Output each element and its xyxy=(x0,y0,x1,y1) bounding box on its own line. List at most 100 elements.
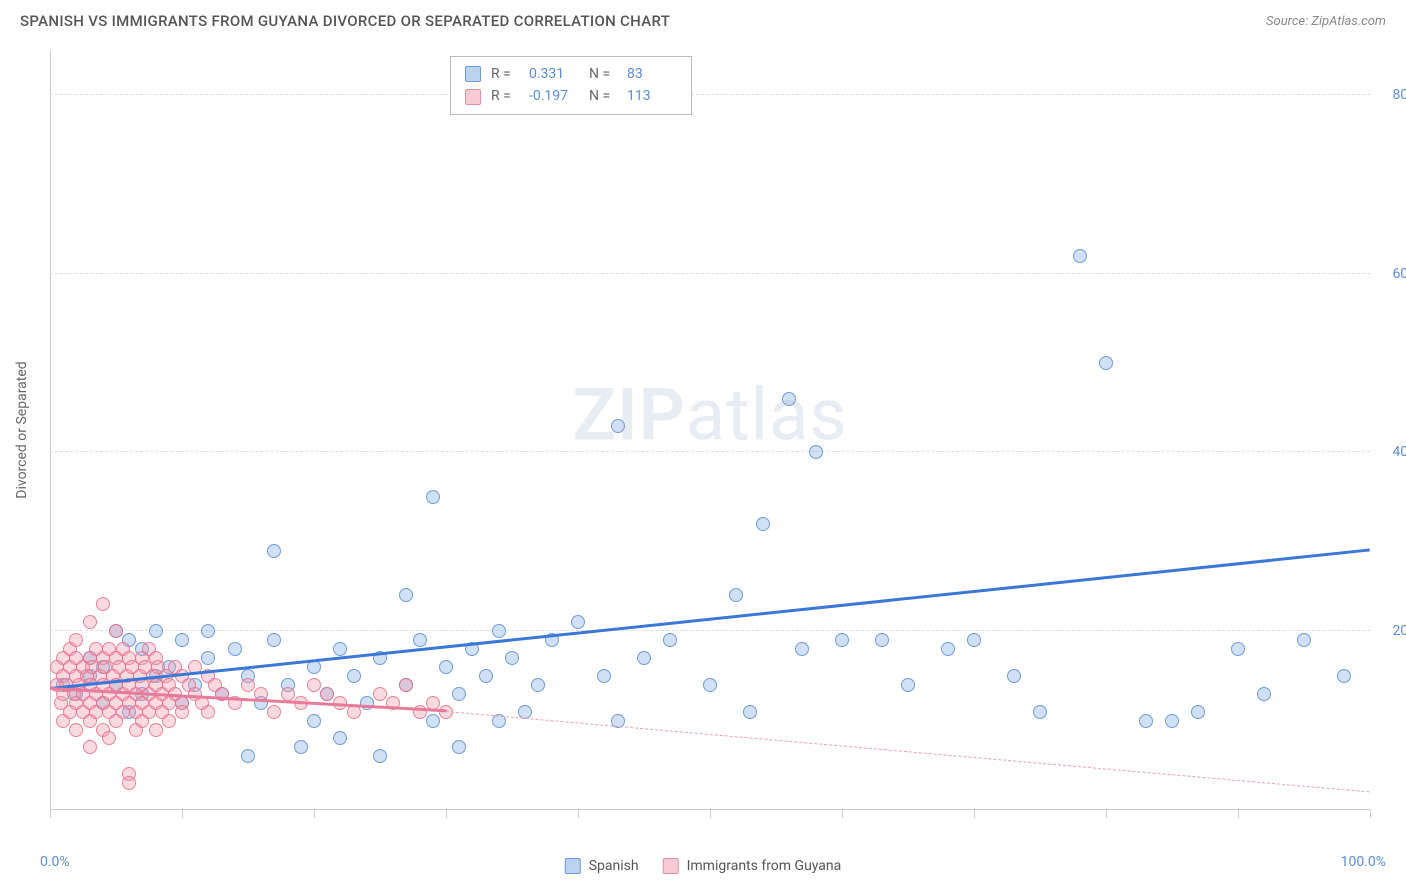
data-point xyxy=(782,392,796,406)
data-point xyxy=(320,687,334,701)
data-point xyxy=(413,633,427,647)
x-tick xyxy=(842,810,843,818)
data-point xyxy=(333,642,347,656)
data-point xyxy=(69,633,83,647)
swatch-pink-icon xyxy=(663,858,679,874)
data-point xyxy=(1033,705,1047,719)
data-point xyxy=(373,687,387,701)
legend-item-spanish: Spanish xyxy=(565,858,639,874)
y-axis-line xyxy=(50,50,51,810)
stats-row-spanish: R = 0.331 N = 83 xyxy=(465,63,677,85)
data-point xyxy=(1191,705,1205,719)
x-axis-min-label: 0.0% xyxy=(40,854,70,870)
data-point xyxy=(597,669,611,683)
data-point xyxy=(426,490,440,504)
legend-label: Spanish xyxy=(589,858,639,874)
x-axis-max-label: 100.0% xyxy=(1341,854,1386,870)
data-point xyxy=(756,517,770,531)
data-point xyxy=(492,624,506,638)
data-point xyxy=(452,740,466,754)
data-point xyxy=(241,749,255,763)
data-point xyxy=(479,669,493,683)
data-point xyxy=(122,776,136,790)
chart-title: SPANISH VS IMMIGRANTS FROM GUYANA DIVORC… xyxy=(20,12,670,30)
data-point xyxy=(102,731,116,745)
data-point xyxy=(228,642,242,656)
x-tick xyxy=(1106,810,1107,818)
data-point xyxy=(162,714,176,728)
data-point xyxy=(452,687,466,701)
n-value-spanish: 83 xyxy=(627,63,677,85)
data-point xyxy=(505,651,519,665)
data-point xyxy=(333,731,347,745)
data-point xyxy=(201,624,215,638)
data-point xyxy=(835,633,849,647)
data-point xyxy=(571,615,585,629)
x-tick xyxy=(314,810,315,818)
stats-row-guyana: R = -0.197 N = 113 xyxy=(465,85,677,107)
chart-plot-area: ZIPatlas Divorced or Separated 20.0%40.0… xyxy=(50,50,1370,810)
data-point xyxy=(294,740,308,754)
data-point xyxy=(307,714,321,728)
data-point xyxy=(267,705,281,719)
y-tick-label: 40.0% xyxy=(1392,444,1406,460)
data-point xyxy=(83,615,97,629)
data-point xyxy=(175,633,189,647)
data-point xyxy=(809,445,823,459)
data-point xyxy=(439,660,453,674)
data-point xyxy=(241,678,255,692)
data-point xyxy=(307,678,321,692)
grid-line xyxy=(50,630,1370,631)
data-point xyxy=(875,633,889,647)
r-value-guyana: -0.197 xyxy=(529,85,579,107)
x-tick xyxy=(578,810,579,818)
legend-item-guyana: Immigrants from Guyana xyxy=(663,858,842,874)
data-point xyxy=(1099,356,1113,370)
data-point xyxy=(795,642,809,656)
data-point xyxy=(901,678,915,692)
data-point xyxy=(1073,249,1087,263)
data-point xyxy=(175,705,189,719)
source-attribution: Source: ZipAtlas.com xyxy=(1266,14,1386,29)
grid-line xyxy=(50,94,1370,95)
data-point xyxy=(96,597,110,611)
data-point xyxy=(703,678,717,692)
data-point xyxy=(663,633,677,647)
grid-line xyxy=(50,273,1370,274)
r-label: R = xyxy=(491,85,519,107)
x-tick xyxy=(1238,810,1239,818)
data-point xyxy=(373,749,387,763)
data-point xyxy=(1257,687,1271,701)
x-tick xyxy=(446,810,447,818)
data-point xyxy=(729,588,743,602)
y-axis-label: Divorced or Separated xyxy=(14,361,30,498)
data-point xyxy=(83,740,97,754)
data-point xyxy=(399,588,413,602)
data-point xyxy=(347,669,361,683)
data-point xyxy=(267,544,281,558)
data-point xyxy=(1297,633,1311,647)
data-point xyxy=(1231,642,1245,656)
correlation-stats-box: R = 0.331 N = 83 R = -0.197 N = 113 xyxy=(450,56,692,115)
y-tick-label: 80.0% xyxy=(1392,87,1406,103)
x-tick xyxy=(50,810,51,818)
x-tick xyxy=(710,810,711,818)
data-point xyxy=(201,651,215,665)
y-tick-label: 20.0% xyxy=(1392,623,1406,639)
trend-line xyxy=(50,548,1370,689)
data-point xyxy=(1337,669,1351,683)
data-point xyxy=(426,714,440,728)
data-point xyxy=(637,651,651,665)
data-point xyxy=(149,624,163,638)
data-point xyxy=(743,705,757,719)
r-label: R = xyxy=(491,63,519,85)
x-tick xyxy=(1370,810,1371,818)
swatch-pink-icon xyxy=(465,89,481,105)
data-point xyxy=(967,633,981,647)
data-point xyxy=(611,419,625,433)
grid-line xyxy=(50,451,1370,452)
trend-line xyxy=(446,711,1370,792)
data-point xyxy=(69,723,83,737)
r-value-spanish: 0.331 xyxy=(529,63,579,85)
n-label: N = xyxy=(589,63,617,85)
